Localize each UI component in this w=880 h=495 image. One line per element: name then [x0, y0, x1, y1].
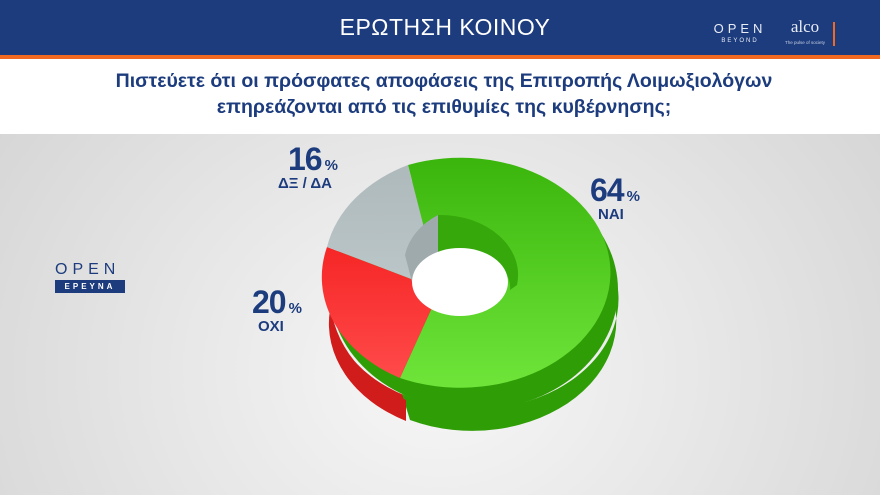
- open-beyond-logo: OPEN BEYOND: [708, 22, 772, 52]
- question-band: [0, 59, 880, 134]
- no-unit: %: [288, 300, 302, 317]
- label-no: 20% ΟΧΙ: [252, 284, 302, 336]
- header-bar: [0, 0, 880, 55]
- donut-hole: [405, 214, 519, 316]
- no-name: ΟΧΙ: [258, 318, 284, 335]
- donut-center-hole: [412, 248, 508, 316]
- dk-name: ΔΞ / ΔΑ: [278, 175, 332, 192]
- slice-side-no: [328, 285, 406, 421]
- label-yes: 64% ΝΑΙ: [590, 172, 640, 224]
- open-ereyna-logo: OPEN ΕΡΕΥΝΑ: [55, 262, 125, 293]
- slice-no: [321, 247, 440, 378]
- slice-side-yes: [402, 245, 619, 431]
- dk-unit: %: [324, 157, 338, 174]
- alco-tagline: The pulse of society: [784, 40, 826, 45]
- yes-name: ΝΑΙ: [598, 206, 624, 223]
- question-line-1: Πιστεύετε ότι οι πρόσφατες αποφάσεις της…: [115, 70, 773, 92]
- label-dk: 16% ΔΞ / ΔΑ: [278, 141, 338, 193]
- ereyna-badge: ΕΡΕΥΝΑ: [55, 280, 125, 293]
- header-title: ΕΡΩΤΗΣΗ ΚΟΙΝΟΥ: [339, 14, 551, 40]
- survey-question: Πιστεύετε ότι οι πρόσφατες αποφάσεις της…: [0, 68, 880, 120]
- alco-logo-text: alco: [790, 17, 820, 36]
- alco-logo: alco The pulse of society: [780, 18, 830, 52]
- dk-value: 16: [288, 141, 323, 177]
- no-value: 20: [252, 284, 287, 320]
- yes-value: 64: [590, 172, 625, 208]
- logo-divider: [833, 22, 835, 46]
- open-logo-text: OPEN: [55, 261, 121, 278]
- open-logo-text: OPEN: [713, 21, 767, 36]
- side-base-red: [329, 290, 406, 410]
- beyond-logo-text: BEYOND: [721, 38, 759, 44]
- header-accent-stripe: [0, 55, 880, 59]
- yes-unit: %: [626, 188, 640, 205]
- question-line-2: επηρεάζονται από τις επιθυμίες της κυβέρ…: [216, 96, 672, 118]
- hole-wall-gray: [405, 215, 438, 282]
